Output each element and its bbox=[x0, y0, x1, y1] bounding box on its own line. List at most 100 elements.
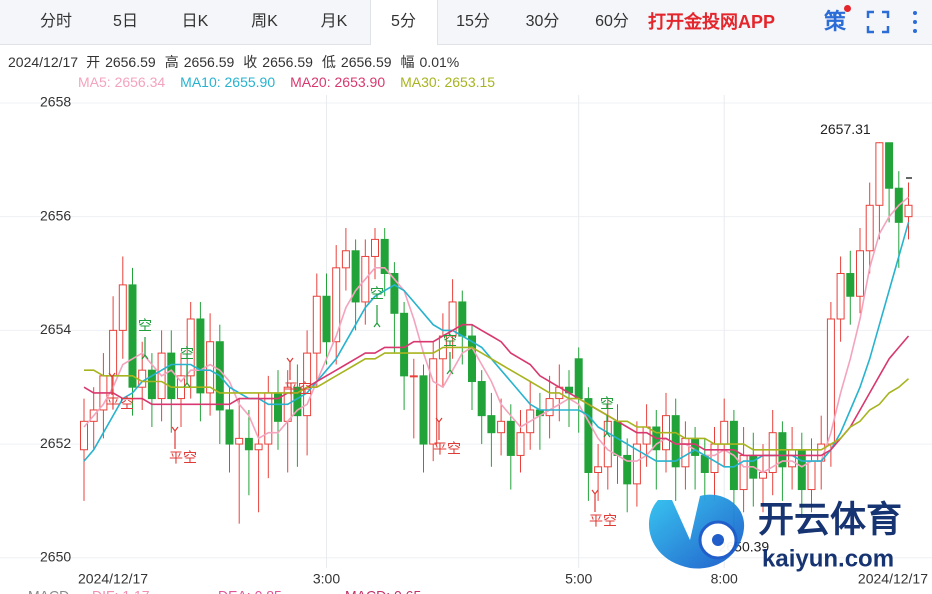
candle-body bbox=[574, 358, 583, 400]
tab[interactable]: 日K bbox=[181, 13, 209, 30]
max-label: 2657.31 bbox=[820, 121, 871, 137]
candle-body bbox=[807, 460, 816, 491]
tab[interactable]: 分时 bbox=[39, 13, 72, 30]
app-link[interactable]: 打开金投网APP bbox=[648, 12, 776, 32]
candle-body bbox=[448, 301, 457, 337]
ma-line bbox=[83, 323, 910, 457]
signal-arrow-head bbox=[446, 369, 454, 375]
watermark-site: kaiyun.com bbox=[762, 545, 894, 572]
candle-body bbox=[710, 443, 719, 473]
candle-body bbox=[332, 267, 341, 343]
candle-body bbox=[419, 375, 428, 445]
signal-arrow-head bbox=[373, 322, 381, 328]
candle-body bbox=[875, 142, 884, 206]
notification-dot bbox=[844, 5, 851, 12]
x-tick-label: 8:00 bbox=[711, 571, 738, 587]
candle-body bbox=[264, 392, 273, 445]
tab[interactable]: 周K bbox=[251, 13, 278, 30]
watermark: 开云体育 kaiyun.com bbox=[648, 494, 902, 572]
signal-label: 平空 bbox=[106, 396, 134, 412]
y-tick-label: 2652 bbox=[40, 435, 71, 451]
candle-body bbox=[206, 341, 215, 394]
candle-body bbox=[312, 295, 321, 354]
signal-label: 空 bbox=[443, 333, 457, 349]
candle-body bbox=[128, 284, 137, 388]
candle-body bbox=[186, 318, 195, 377]
tab[interactable]: 5分 bbox=[369, 0, 438, 45]
quote-value: 2656.59 bbox=[183, 54, 235, 70]
ma-line bbox=[83, 196, 910, 474]
indicator-panel: MACD DIF: 1.17 DEA: 0.85 MACD: 0.65 bbox=[28, 588, 421, 594]
candle-body bbox=[80, 420, 88, 451]
signal-arrow-head bbox=[286, 357, 294, 363]
menu-button[interactable] bbox=[910, 10, 920, 34]
ma-line bbox=[84, 346, 910, 451]
candle-body bbox=[225, 409, 234, 445]
candle-body bbox=[865, 204, 874, 252]
signal-arrow-head bbox=[171, 426, 179, 432]
candle-body bbox=[429, 358, 438, 445]
y-tick-label: 2650 bbox=[40, 548, 71, 564]
fullscreen-button[interactable] bbox=[866, 10, 890, 34]
candle-body bbox=[584, 398, 593, 473]
x-tick-label: 2024/12/17 bbox=[78, 571, 148, 587]
quote-label: 低 bbox=[321, 54, 336, 70]
candle-body bbox=[681, 437, 690, 468]
candle-body bbox=[516, 432, 525, 456]
signal-arrow-head bbox=[435, 417, 443, 423]
y-tick-label: 2658 bbox=[40, 94, 71, 110]
y-tick-label: 2654 bbox=[40, 321, 71, 337]
y-tick-label: 2656 bbox=[40, 207, 71, 223]
signal-label: 空 bbox=[370, 286, 384, 302]
candle-body bbox=[545, 398, 554, 417]
candle-body bbox=[506, 420, 515, 456]
legend-entry: MA30: 2653.15 bbox=[400, 74, 496, 90]
quote-value: 2656.59 bbox=[105, 54, 156, 70]
grid: 2650 2652 2654 2656 2658 2024/12/17 3:00 5:00 8:… bbox=[0, 94, 932, 587]
candle-body bbox=[885, 142, 894, 189]
quote-label: 幅 bbox=[400, 54, 415, 70]
signal-label: 平空 bbox=[169, 450, 197, 466]
tab[interactable]: 60分 bbox=[595, 13, 629, 30]
quote-info: 2024/12/17 开 2656.59 高 2656.59 收 2656.59 低 2656.… bbox=[8, 52, 468, 72]
tab[interactable]: 30分 bbox=[525, 13, 560, 30]
candle-body bbox=[720, 420, 729, 445]
quote-value: 0.01% bbox=[419, 54, 460, 70]
quote-date: 2024/12/17 bbox=[8, 54, 79, 70]
candle-body bbox=[904, 204, 913, 218]
candle-body bbox=[487, 415, 496, 434]
candle-body bbox=[458, 301, 467, 337]
watermark-title: 开云体育 bbox=[758, 499, 902, 540]
signal-label: 平空 bbox=[589, 513, 617, 529]
candle-body bbox=[632, 443, 641, 485]
candle-body bbox=[400, 312, 409, 377]
legend-entry: MA5: 2656.34 bbox=[78, 74, 166, 90]
indicator-label: MACD bbox=[28, 588, 69, 594]
candle-body bbox=[147, 369, 156, 400]
watermark-ball-patch bbox=[712, 534, 724, 546]
candle-body bbox=[322, 295, 331, 343]
candle-body bbox=[477, 381, 486, 417]
quote-value: 2656.59 bbox=[340, 54, 392, 70]
candle-body bbox=[594, 466, 603, 473]
tab-bar: 打开金投网APP 策 分时 5日 日K 周K 月K 5分 15分 30分 60分 bbox=[0, 0, 932, 45]
candle-body bbox=[118, 284, 127, 331]
tab[interactable]: 15分 bbox=[456, 13, 490, 30]
tab[interactable]: 月K bbox=[320, 13, 348, 30]
candle-body bbox=[254, 443, 263, 451]
candle-body bbox=[167, 352, 176, 400]
strategy-button[interactable]: 策 bbox=[824, 9, 847, 34]
x-tick-label: 5:00 bbox=[565, 571, 592, 587]
signal-arrow-head bbox=[591, 489, 599, 495]
candle-body bbox=[623, 454, 632, 485]
candle-body bbox=[380, 238, 389, 275]
x-tick-label: 3:00 bbox=[313, 571, 340, 587]
candle-body bbox=[390, 273, 399, 314]
candle-body bbox=[409, 375, 418, 378]
tab[interactable]: 5日 bbox=[113, 13, 138, 30]
candle-body bbox=[603, 420, 612, 468]
indicator-label: DIF: 1.17 bbox=[92, 588, 150, 594]
candle-body bbox=[788, 449, 797, 468]
